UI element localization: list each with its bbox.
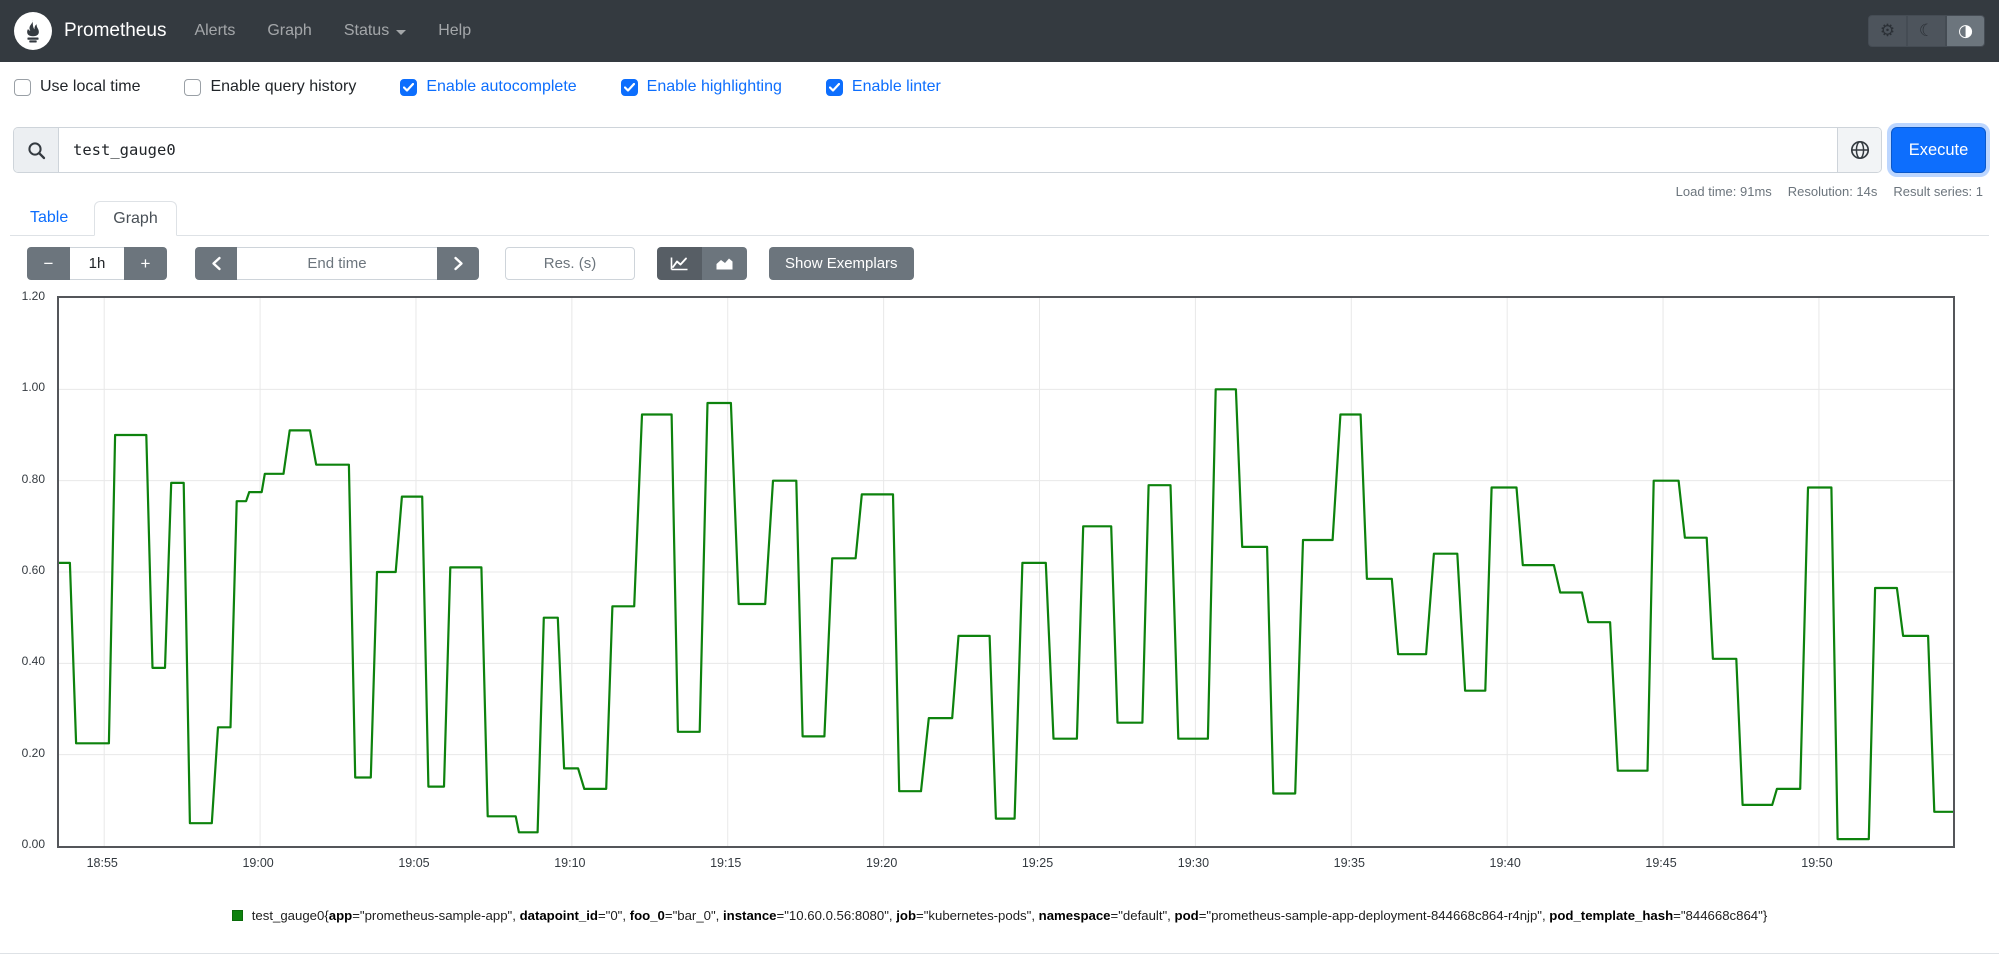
stacked-area-icon [716, 258, 733, 270]
decrease-range-button[interactable]: − [27, 247, 70, 280]
line-chart-icon [670, 257, 688, 271]
load-time: Load time: 91ms [1675, 184, 1772, 199]
y-tick-label: 1.20 [21, 289, 45, 303]
moon-icon: ☾ [1918, 21, 1935, 41]
checkbox-icon [825, 78, 843, 96]
checkbox-enable-query-history[interactable]: Enable query history [184, 78, 356, 96]
checkbox-enable-linter[interactable]: Enable linter [825, 78, 941, 96]
y-tick-label: 0.20 [21, 745, 45, 760]
x-tick-label: 19:25 [1021, 856, 1054, 870]
query-expression-input[interactable] [59, 128, 1837, 172]
checkbox-use-local-time[interactable]: Use local time [14, 78, 140, 96]
panel-bottom-divider [0, 953, 1999, 954]
query-input-group [13, 127, 1882, 173]
tab-graph[interactable]: Graph [94, 201, 177, 236]
resolution: Resolution: 14s [1787, 184, 1878, 199]
gridlines [59, 298, 1953, 846]
forward-time-button[interactable] [437, 247, 479, 280]
series-legend[interactable]: test_gauge0{app="prometheus-sample-app",… [0, 908, 1999, 923]
result-series: Result series: 1 [1893, 184, 1983, 199]
options-row: Use local time Enable query history Enab… [14, 78, 985, 96]
series-line [59, 388, 1953, 841]
x-tick-label: 19:10 [554, 856, 586, 870]
checkbox-label: Enable linter [851, 78, 941, 95]
theme-button-group: ⚙ ☾ ◑ [1868, 15, 1985, 47]
y-tick-label: 0.40 [21, 654, 45, 669]
globe-icon [1850, 140, 1869, 160]
nav-links: Alerts Graph Status Help [194, 22, 503, 40]
checkbox-enable-autocomplete[interactable]: Enable autocomplete [400, 78, 577, 96]
x-axis-labels: 18:55 19:00 19:05 19:10 19:15 19:20 19:25 19:30… [57, 856, 1955, 876]
checkbox-icon [184, 78, 202, 96]
checkbox-label: Enable autocomplete [426, 78, 577, 95]
x-tick-label: 18:55 [86, 856, 118, 870]
metrics-explorer-button[interactable] [1837, 128, 1881, 172]
x-tick-label: 19:00 [242, 856, 274, 870]
gear-icon: ⚙ [1879, 21, 1896, 41]
half-circle-contrast-icon: ◑ [1958, 21, 1973, 41]
checkbox-icon [400, 78, 418, 96]
show-exemplars-button[interactable]: Show Exemplars [769, 247, 914, 280]
stacked-chart-toggle-button[interactable] [702, 247, 747, 280]
checkbox-enable-highlighting[interactable]: Enable highlighting [620, 78, 782, 96]
x-tick-label: 19:20 [865, 856, 898, 870]
graph-controls: − + Show Exemplars [27, 247, 914, 280]
search-icon-addon [14, 128, 59, 172]
x-tick-label: 19:50 [1801, 856, 1833, 870]
chevron-right-icon [453, 256, 463, 271]
y-tick-label: 0.00 [21, 837, 45, 851]
checkbox-label: Enable highlighting [646, 78, 782, 95]
nav-item-alerts[interactable]: Alerts [194, 22, 236, 39]
checkbox-label: Enable query history [210, 78, 357, 95]
nav-item-status[interactable]: Status [344, 22, 407, 40]
time-series-chart [59, 298, 1953, 846]
x-tick-label: 19:30 [1177, 856, 1210, 870]
range-input[interactable] [70, 247, 124, 280]
increase-range-button[interactable]: + [124, 247, 167, 280]
checkbox-icon [620, 78, 638, 96]
range-group: − + [27, 247, 167, 280]
end-time-group [195, 247, 479, 280]
settings-button[interactable]: ⚙ [1868, 15, 1907, 47]
back-time-button[interactable] [195, 247, 237, 280]
nav-item-graph[interactable]: Graph [267, 22, 312, 39]
chevron-down-icon [396, 29, 407, 35]
query-stats: Load time: 91ms Resolution: 14s Result s… [1660, 184, 1983, 199]
end-time-input[interactable] [237, 247, 437, 280]
graph-plot-area[interactable] [57, 296, 1955, 848]
navbar: Prometheus Alerts Graph Status Help ⚙ ☾ … [0, 0, 1999, 62]
panel-tabs: Table Graph [12, 201, 177, 236]
x-tick-label: 19:45 [1645, 856, 1677, 870]
x-tick-label: 19:15 [710, 856, 742, 870]
checkbox-label: Use local time [40, 78, 141, 95]
chevron-left-icon [211, 256, 221, 271]
dark-theme-button[interactable]: ☾ [1907, 15, 1946, 47]
x-tick-label: 19:40 [1489, 856, 1521, 870]
x-tick-label: 19:05 [398, 856, 430, 870]
nav-item-help[interactable]: Help [438, 22, 472, 39]
y-tick-label: 0.80 [21, 471, 45, 486]
x-tick-label: 19:35 [1333, 856, 1365, 870]
series-label-text: test_gauge0{app="prometheus-sample-app",… [251, 908, 1768, 923]
query-row: Execute [13, 127, 1986, 173]
chart-type-toggle [657, 247, 747, 280]
resolution-input[interactable] [505, 247, 635, 280]
series-color-swatch [231, 910, 243, 921]
execute-button[interactable]: Execute [1891, 127, 1986, 173]
tabs-divider [10, 235, 1989, 236]
y-tick-label: 0.60 [21, 563, 45, 577]
search-icon [27, 141, 45, 159]
prometheus-brand[interactable]: Prometheus [14, 12, 166, 50]
tab-table[interactable]: Table [30, 209, 69, 226]
prometheus-logo-icon [14, 12, 52, 50]
checkbox-icon [14, 78, 31, 96]
y-axis-labels: 0.00 0.20 0.40 0.60 0.80 1.00 1.20 [0, 289, 52, 851]
auto-theme-button[interactable]: ◑ [1946, 15, 1985, 47]
brand-title: Prometheus [64, 20, 167, 41]
y-tick-label: 1.00 [21, 380, 45, 395]
line-chart-toggle-button[interactable] [657, 247, 702, 280]
